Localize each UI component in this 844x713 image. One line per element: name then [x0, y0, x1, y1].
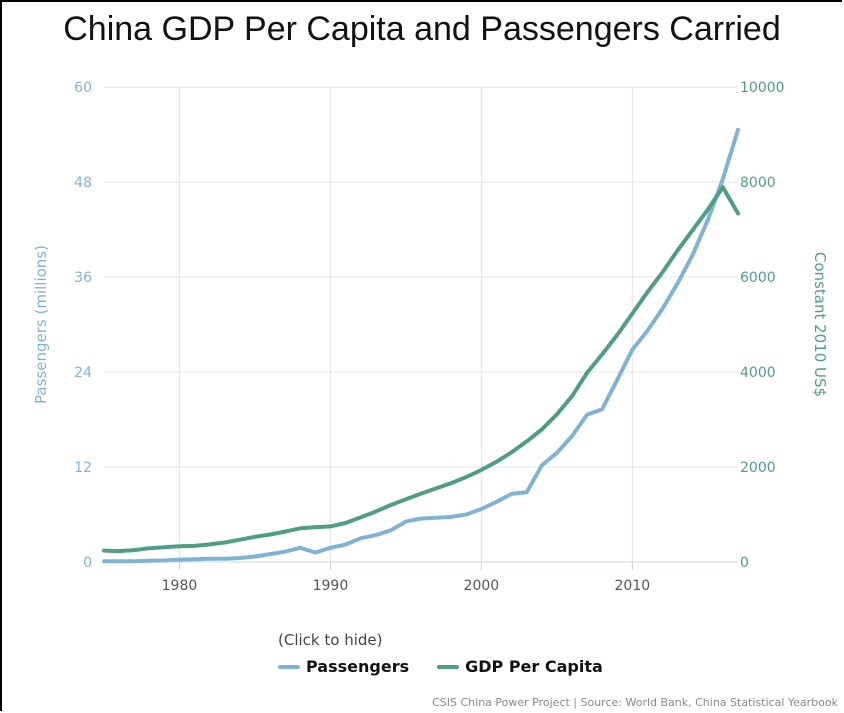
y-right-tick-label: 4000 — [740, 365, 776, 381]
y-left-tick-label: 0 — [83, 555, 92, 571]
legend-label-gdp: GDP Per Capita — [465, 657, 603, 676]
y-right-tick-label: 8000 — [740, 175, 776, 191]
y-right-tick-label: 6000 — [740, 270, 776, 286]
legend: Passengers GDP Per Capita — [270, 657, 623, 676]
x-tick-label: 1990 — [313, 578, 349, 594]
x-tick-label: 2000 — [464, 578, 500, 594]
legend-item-passengers[interactable]: Passengers — [270, 657, 409, 676]
y-left-tick-label: 12 — [74, 460, 92, 476]
chart-title: China GDP Per Capita and Passengers Carr… — [63, 10, 781, 48]
legend-swatch-passengers — [278, 664, 300, 669]
y-left-tick-label: 24 — [74, 365, 92, 381]
legend-label-passengers: Passengers — [306, 657, 410, 676]
x-tick-label: 1980 — [162, 578, 198, 594]
y-right-tick-label: 0 — [740, 555, 749, 571]
y-right-tick-label: 2000 — [740, 460, 776, 476]
credits: CSIS China Power Project | Source: World… — [432, 696, 838, 709]
y-left-tick-label: 60 — [74, 80, 92, 96]
y-right-axis-title: Constant 2010 US$ — [811, 252, 829, 397]
series-line-passengers — [102, 127, 740, 564]
legend-item-gdp[interactable]: GDP Per Capita — [429, 657, 603, 676]
x-tick-label: 2010 — [615, 578, 651, 594]
y-left-tick-label: 48 — [74, 175, 92, 191]
legend-swatch-gdp — [437, 664, 460, 669]
y-right-tick-label: 10000 — [740, 80, 785, 96]
series-line-gdp-per-capita — [102, 185, 740, 554]
y-left-tick-label: 36 — [74, 270, 92, 286]
legend-hint: (Click to hide) — [278, 631, 383, 649]
y-left-axis-title: Passengers (millions) — [32, 245, 50, 404]
